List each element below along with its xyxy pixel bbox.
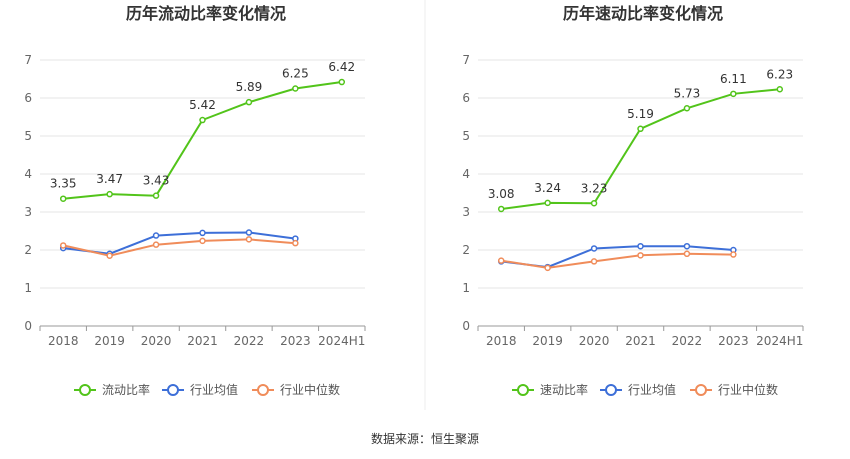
series-line xyxy=(501,252,734,269)
x-tick-label: 2020 xyxy=(579,334,610,348)
x-tick-label: 2021 xyxy=(625,334,656,348)
data-point[interactable] xyxy=(59,195,67,202)
quick-ratio-chart: 历年速动比率变化情况 0 1 2 3 4 5 6 7 2018 2019 2020 2021 2022 20… xyxy=(462,4,804,397)
y-tick-label: 5 xyxy=(462,129,470,143)
data-point[interactable] xyxy=(106,190,113,198)
y-tick-label: 1 xyxy=(24,281,32,295)
legend-swatch-marker xyxy=(79,384,91,396)
data-source-note: 数据来源：恒生聚源 xyxy=(370,432,479,446)
data-label: 6.11 xyxy=(720,72,747,86)
x-tick-label: 2018 xyxy=(48,334,79,348)
data-point[interactable] xyxy=(590,258,598,265)
series-line xyxy=(501,245,734,269)
x-tick-label: 2019 xyxy=(94,334,125,348)
y-tick-label: 7 xyxy=(462,53,470,67)
data-label: 6.25 xyxy=(282,67,309,81)
legend-swatch-marker xyxy=(167,384,179,396)
data-point[interactable] xyxy=(199,116,206,124)
chart-title: 历年流动比率变化情况 xyxy=(126,4,286,23)
data-point[interactable] xyxy=(497,257,505,264)
data-point[interactable] xyxy=(637,252,644,259)
data-label: 5.73 xyxy=(674,86,701,100)
data-label: 5.89 xyxy=(236,80,263,94)
y-tick-label: 1 xyxy=(462,281,470,295)
legend-swatch-marker xyxy=(257,384,269,396)
legend-item[interactable]: 行业中位数 xyxy=(280,382,340,397)
legend-item[interactable]: 流动比率 xyxy=(102,382,150,397)
series-line xyxy=(62,238,296,257)
data-label: 3.08 xyxy=(488,187,515,201)
data-label: 5.42 xyxy=(189,98,216,112)
data-point[interactable] xyxy=(544,199,551,207)
data-label: 3.43 xyxy=(143,174,170,188)
data-label: 6.42 xyxy=(328,60,355,74)
data-point[interactable] xyxy=(106,252,113,259)
y-tick-label: 2 xyxy=(24,243,32,257)
data-point[interactable] xyxy=(245,236,253,243)
data-point[interactable] xyxy=(199,229,206,237)
x-tick-label: 2022 xyxy=(234,334,265,348)
data-point[interactable] xyxy=(199,237,206,245)
data-label: 5.19 xyxy=(627,107,654,121)
legend-item[interactable]: 速动比率 xyxy=(540,382,588,397)
data-point[interactable] xyxy=(338,78,346,86)
x-tick-label: 2018 xyxy=(486,334,517,348)
chart-title: 历年速动比率变化情况 xyxy=(563,4,723,23)
legend-swatch-marker xyxy=(605,384,617,396)
data-point[interactable] xyxy=(292,85,299,92)
y-tick-label: 6 xyxy=(462,91,470,105)
y-tick-label: 4 xyxy=(462,167,470,181)
x-tick-label: 2019 xyxy=(532,334,563,348)
data-label: 3.47 xyxy=(96,172,123,186)
data-point[interactable] xyxy=(637,242,644,250)
data-point[interactable] xyxy=(544,264,551,272)
x-tick-label: 2021 xyxy=(187,334,218,348)
data-point[interactable] xyxy=(776,86,784,93)
data-point[interactable] xyxy=(152,232,160,239)
data-point[interactable] xyxy=(683,105,691,112)
y-tick-label: 3 xyxy=(24,205,32,219)
data-point[interactable] xyxy=(730,90,737,98)
x-tick-label: 2024H1 xyxy=(756,334,803,348)
data-point[interactable] xyxy=(152,241,160,248)
data-point[interactable] xyxy=(245,98,253,106)
y-tick-label: 2 xyxy=(462,243,470,257)
data-point[interactable] xyxy=(683,250,691,258)
series-line xyxy=(63,231,296,255)
data-point[interactable] xyxy=(590,245,598,252)
x-tick-label: 2024H1 xyxy=(318,334,365,348)
y-tick-label: 0 xyxy=(462,319,470,333)
current-ratio-chart: 历年流动比率变化情况 0 1 2 3 4 5 6 7 2018 2019 2020 2021 2022 20… xyxy=(24,4,366,397)
legend-swatch-marker xyxy=(517,384,529,396)
data-label: 3.23 xyxy=(581,181,608,195)
data-label: 3.24 xyxy=(534,181,561,195)
data-label: 6.23 xyxy=(766,67,793,81)
data-point[interactable] xyxy=(590,200,598,207)
y-tick-label: 6 xyxy=(24,91,32,105)
x-tick-label: 2022 xyxy=(672,334,703,348)
y-tick-label: 3 xyxy=(462,205,470,219)
y-tick-label: 7 xyxy=(24,53,32,67)
legend-swatch-marker xyxy=(695,384,707,396)
legend-item[interactable]: 行业均值 xyxy=(190,382,238,397)
y-tick-label: 4 xyxy=(24,167,32,181)
legend-item[interactable]: 行业均值 xyxy=(628,382,676,397)
data-point[interactable] xyxy=(683,242,691,250)
data-point[interactable] xyxy=(59,242,67,249)
x-tick-label: 2023 xyxy=(718,334,749,348)
data-point[interactable] xyxy=(730,251,737,258)
x-tick-label: 2020 xyxy=(141,334,172,348)
data-point[interactable] xyxy=(497,205,505,213)
y-tick-label: 5 xyxy=(24,129,32,143)
data-point[interactable] xyxy=(152,192,160,199)
legend-item[interactable]: 行业中位数 xyxy=(718,382,778,397)
data-point[interactable] xyxy=(637,125,644,133)
data-point[interactable] xyxy=(292,239,299,247)
data-label: 3.35 xyxy=(50,177,77,191)
x-tick-label: 2023 xyxy=(280,334,311,348)
y-tick-label: 0 xyxy=(24,319,32,333)
data-point[interactable] xyxy=(245,229,253,236)
